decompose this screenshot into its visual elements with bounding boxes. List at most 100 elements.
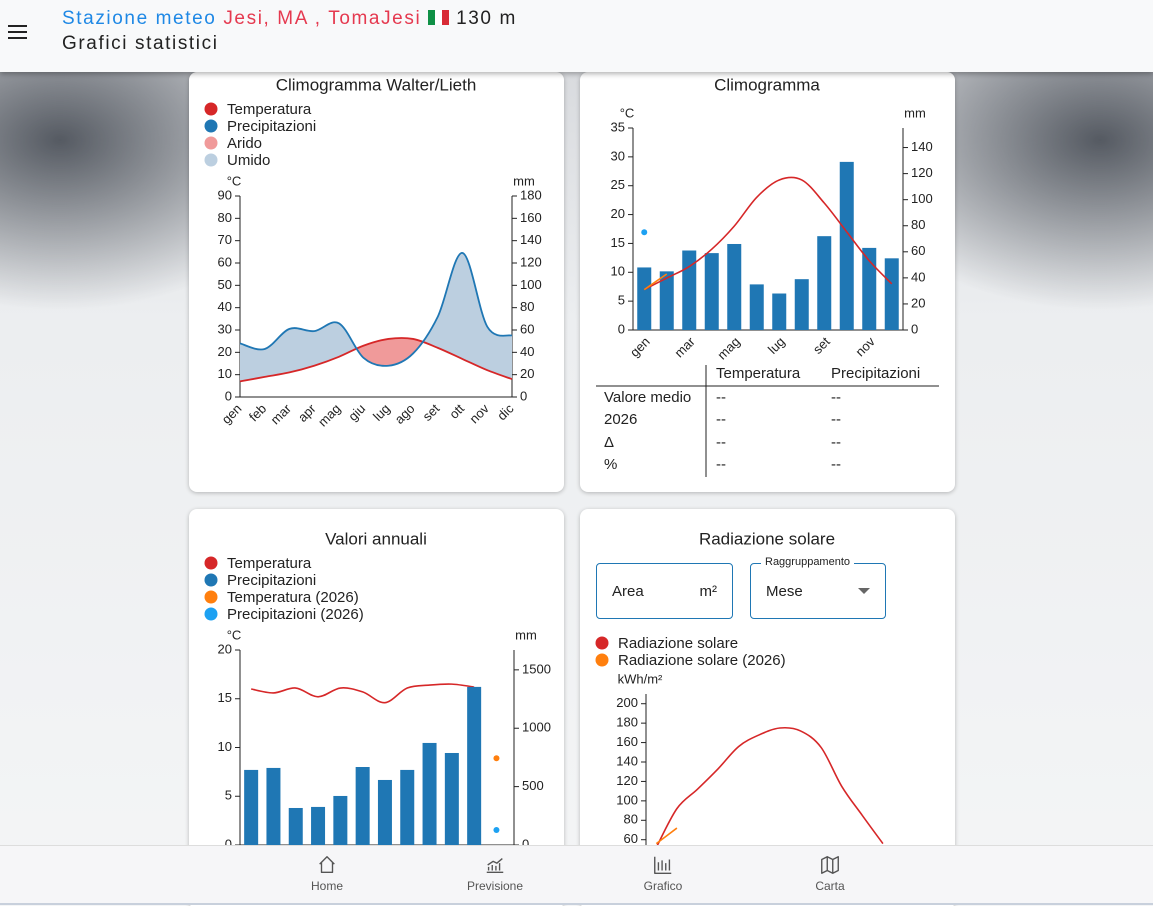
nav-item[interactable]: Previsione — [445, 854, 545, 893]
y2-tick-label: 80 — [520, 299, 534, 314]
y2-tick-label: 180 — [520, 187, 542, 202]
bar — [377, 779, 392, 845]
station: Jesi, MA , TomaJesi — [223, 8, 422, 29]
legend-label: Precipitazioni (2026) — [227, 606, 364, 623]
icon-shape — [821, 856, 839, 874]
flag — [428, 10, 450, 25]
legend-label: Umido — [227, 152, 270, 169]
y-tick-label: 25 — [611, 177, 625, 192]
card: Radiazione solare 60 80 100 120 140 160 180 200… — [580, 509, 955, 906]
y2-axis-label: mm — [904, 105, 926, 120]
legend-swatch — [204, 607, 218, 621]
y-tick-label: 20 — [218, 641, 232, 656]
select-value: Mese — [766, 583, 803, 600]
y2-tick-label: 160 — [520, 210, 542, 225]
x-tick-label: set — [810, 334, 833, 357]
nav-item[interactable]: Grafico — [613, 854, 713, 893]
legend-swatch — [595, 653, 609, 667]
legend-label: Temperatura — [227, 101, 312, 118]
legend-swatch — [204, 153, 218, 167]
cell: -- — [716, 389, 726, 406]
y2-tick-label: 40 — [911, 269, 925, 284]
chart: Climogramma 0 5 10 15 20 25 30 35 0 20 40 60 80 100 12… — [596, 75, 939, 477]
chart: Radiazione solare 60 80 100 120 140 160 180 200… — [595, 529, 910, 899]
bar — [288, 807, 303, 845]
nav-item[interactable]: Home — [277, 854, 377, 893]
cell: -- — [716, 455, 726, 473]
y-tick-label: 30 — [218, 321, 232, 336]
y-tick-label: 200 — [616, 695, 638, 710]
nav-icon — [654, 856, 672, 874]
x-tick-label: mag — [714, 334, 742, 362]
y-tick-label: 40 — [218, 299, 232, 314]
legend-swatch — [595, 636, 609, 650]
y-axis-label: kWh/m² — [618, 671, 663, 686]
legend-swatch — [204, 102, 218, 116]
y2-tick-label: 140 — [911, 139, 933, 154]
x-tick-label: mar — [268, 400, 295, 427]
bar — [839, 161, 854, 330]
y2-tick-label: 0 — [522, 836, 529, 851]
row-label: 2026 — [604, 411, 638, 429]
title-line: Stazione meteo Jesi, MA , TomaJesi 130 m — [62, 8, 517, 30]
y2-tick-label: 140 — [520, 232, 542, 247]
chart-title: Radiazione solare — [699, 529, 835, 548]
cell: -- — [716, 433, 726, 451]
legend-label: Temperatura (2026) — [227, 589, 359, 606]
cell: -- — [716, 411, 726, 429]
y-tick-label: 0 — [225, 836, 232, 851]
y-axis-label: °C — [227, 627, 242, 642]
y-tick-label: 70 — [218, 232, 232, 247]
y2-tick-label: 120 — [520, 254, 542, 269]
y2-tick-label: 100 — [911, 191, 933, 206]
x-tick-label: ott — [446, 401, 467, 422]
y2-tick-label: 1500 — [522, 661, 551, 676]
legend-swatch — [204, 119, 218, 133]
bar — [637, 267, 652, 330]
y-tick-label: 60 — [624, 831, 638, 846]
app-bar: Stazione meteo Jesi, MA , TomaJesi 130 m… — [0, 0, 1153, 72]
y-tick-label: 50 — [218, 277, 232, 292]
card: Climogramma 0 5 10 15 20 25 30 35 0 20 40 60 80 100 12… — [580, 72, 955, 492]
series-line — [655, 726, 884, 848]
card: Valori annuali 0 5 10 15 20 0 500 1000 1500 mm °C T… — [189, 509, 564, 906]
y-tick-label: 80 — [218, 210, 232, 225]
cell: -- — [831, 433, 841, 451]
x-tick-label: mar — [671, 333, 698, 360]
chart: Climogramma Walter/Lieth 0 10 20 30 40 50 60 70… — [204, 75, 542, 429]
x-tick-label: mag — [315, 401, 343, 429]
bar — [333, 795, 348, 845]
series-line — [239, 337, 513, 383]
select-label: Raggruppamento — [761, 556, 855, 568]
series-line — [655, 827, 678, 845]
bar — [355, 767, 370, 845]
bar — [749, 284, 764, 330]
nav-item[interactable]: Carta — [780, 854, 880, 893]
menu-button[interactable] — [8, 24, 28, 40]
y-tick-label: 0 — [618, 321, 625, 336]
cell: -- — [831, 455, 841, 473]
legend-swatch — [204, 556, 218, 570]
bar — [884, 258, 899, 330]
chart: Valori annuali 0 5 10 15 20 0 500 1000 1500 mm °C T… — [204, 529, 551, 851]
y2-tick-label: 0 — [911, 321, 918, 336]
series-line — [643, 176, 893, 291]
nav-icon — [486, 858, 504, 874]
x-tick-label: lug — [370, 401, 393, 424]
x-tick-label: gen — [219, 401, 245, 427]
grouping-select[interactable]: Raggruppamento Mese — [750, 556, 886, 619]
area-input[interactable]: Area m² — [596, 563, 733, 619]
y-tick-label: 180 — [616, 715, 638, 730]
bar — [772, 293, 787, 330]
column-header: Precipitazioni — [831, 365, 921, 382]
x-tick-label: giu — [345, 401, 368, 424]
y-tick-label: 20 — [218, 344, 232, 359]
y-tick-label: 20 — [611, 206, 625, 221]
bar — [444, 752, 459, 845]
chart-title: Climogramma — [714, 75, 820, 94]
x-tick-label: dic — [494, 401, 517, 424]
bar — [400, 769, 415, 845]
bar — [682, 250, 697, 330]
chart-title: Valori annuali — [325, 529, 427, 548]
column-header: Temperatura — [716, 365, 801, 382]
